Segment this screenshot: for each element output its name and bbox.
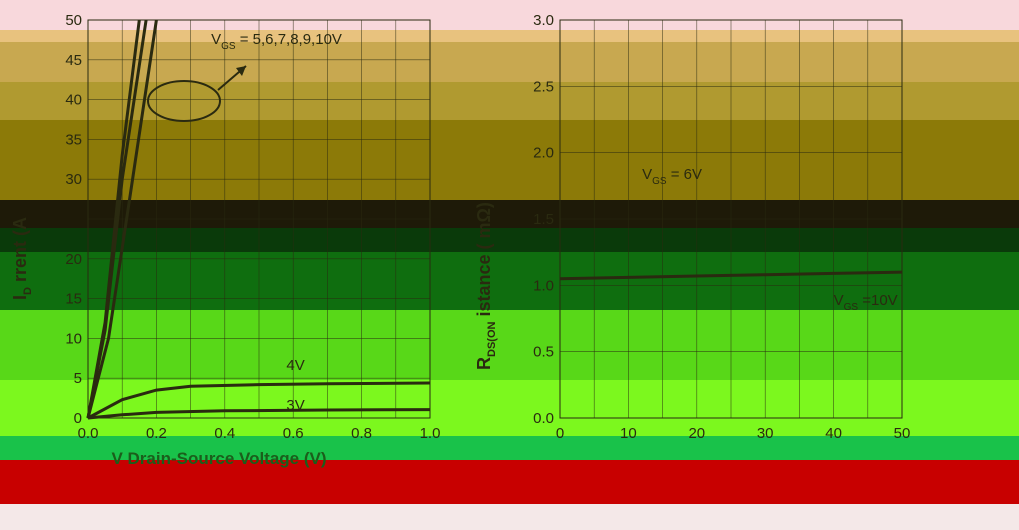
annotation-label: VGS =10V: [834, 292, 898, 313]
band-green: [0, 252, 1019, 310]
x-axis-label: V Drain-Source Voltage (V): [111, 449, 326, 468]
x-tick-label: 30: [757, 425, 774, 442]
chart-on-resistance: 0.0 0.5 1.0 1.5 2.0 2.5 3.0 0 10 20 30 40 50 VGS = 6V…: [474, 12, 910, 442]
band-bottom: [0, 504, 1019, 530]
x-tick-label: 1.0: [420, 425, 441, 442]
annotation-label: 3V: [286, 397, 304, 414]
y-tick-label: 15: [65, 291, 82, 308]
y-tick-label: 0.0: [533, 410, 554, 427]
series-line: [559, 270, 903, 281]
band-olive-dark: [0, 120, 1019, 200]
y-tick-label: 0: [74, 410, 82, 427]
y-tick-label: 5: [74, 370, 82, 387]
series-line: [87, 381, 431, 420]
band-pink: [0, 0, 1019, 30]
annotation-label: 4V: [286, 357, 304, 374]
x-tick-label: 20: [688, 425, 705, 442]
annotation-label: VGS = 5,6,7,8,9,10V: [211, 31, 342, 52]
band-green-mid: [0, 436, 1019, 460]
x-tick-label: 0.6: [283, 425, 304, 442]
x-tick-label: 0.2: [146, 425, 167, 442]
y-tick-label: 35: [65, 131, 82, 148]
band-olive: [0, 82, 1019, 120]
y-tick-label: 30: [65, 171, 82, 188]
x-tick-label: 50: [894, 425, 911, 442]
annotation-label: VGS = 6V: [642, 166, 702, 187]
band-green-dark: [0, 228, 1019, 252]
x-tick-label: 10: [620, 425, 637, 442]
annotation-arrowhead: [236, 66, 246, 76]
y-tick-label: 40: [65, 92, 82, 109]
y-tick-label: 50: [65, 12, 82, 29]
y-tick-label: 45: [65, 52, 82, 69]
band-red: [0, 460, 1019, 504]
band-tan: [0, 42, 1019, 82]
x-tick-label: 0: [556, 425, 564, 442]
y-tick-label: 0.5: [533, 344, 554, 361]
y-tick-label: 3.0: [533, 12, 554, 29]
series-line: [87, 408, 431, 420]
series-line: [86, 19, 158, 419]
x-tick-label: 0.4: [214, 425, 235, 442]
chart-output-characteristics: 0 5 10 15 20 30 35 40 45 50 0.0 0.2 0.4 0.6 0.8 1.0 VGS …: [10, 12, 440, 468]
x-tick-label: 40: [825, 425, 842, 442]
y-tick-label: 10: [65, 330, 82, 347]
y-tick-label: 2.5: [533, 78, 554, 95]
band-lime: [0, 310, 1019, 380]
y-axis-label: ID rrent (A: [10, 217, 34, 300]
band-tan-light: [0, 30, 1019, 42]
x-tick-label: 0.8: [351, 425, 372, 442]
y-tick-label: 1.5: [533, 211, 554, 228]
annotation-ellipse: [147, 80, 221, 122]
y-tick-label: 2.0: [533, 145, 554, 162]
series-line: [86, 19, 148, 419]
band-black: [0, 200, 1019, 228]
y-axis-label: RDS(ON istance ( mΩ): [474, 202, 498, 370]
y-tick-label: 20: [65, 251, 82, 268]
y-tick-label: 1.0: [533, 277, 554, 294]
x-tick-label: 0.0: [78, 425, 99, 442]
